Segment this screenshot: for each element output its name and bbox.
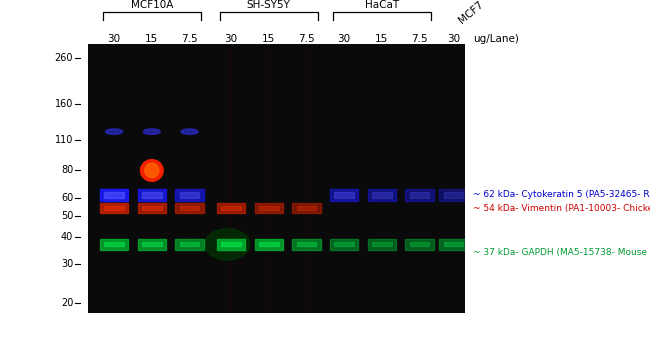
Bar: [217, 203, 245, 213]
Bar: [334, 242, 354, 246]
Text: 40: 40: [61, 232, 73, 242]
Text: 7.5: 7.5: [411, 34, 428, 43]
Bar: [255, 203, 283, 213]
Bar: [296, 206, 317, 210]
Text: MCF7: MCF7: [457, 0, 486, 25]
Bar: [100, 189, 128, 201]
Text: 15: 15: [262, 34, 276, 43]
Bar: [138, 189, 166, 201]
Bar: [368, 239, 396, 250]
Text: 7.5: 7.5: [181, 34, 198, 43]
Bar: [292, 203, 320, 213]
Text: ~ 62 kDa- Cytokeratin 5 (PA5-32465- Rabbit / IgG): ~ 62 kDa- Cytokeratin 5 (PA5-32465- Rabb…: [473, 190, 650, 200]
Bar: [179, 192, 200, 198]
Text: 30: 30: [337, 34, 350, 43]
Ellipse shape: [140, 160, 163, 181]
Text: 7.5: 7.5: [298, 34, 315, 43]
Text: 80: 80: [61, 165, 73, 176]
Text: ug/Lane): ug/Lane): [473, 34, 519, 43]
Text: ~ 54 kDa- Vimentin (PA1-10003- Chicken / IgY): ~ 54 kDa- Vimentin (PA1-10003- Chicken /…: [473, 204, 650, 213]
Text: 110: 110: [55, 135, 73, 145]
Bar: [221, 206, 241, 210]
Bar: [179, 206, 200, 210]
Ellipse shape: [181, 129, 198, 134]
Bar: [142, 192, 162, 198]
Bar: [296, 242, 317, 246]
Bar: [176, 203, 203, 213]
Bar: [104, 206, 124, 210]
Bar: [142, 242, 162, 246]
Text: 50: 50: [60, 211, 73, 220]
Bar: [439, 189, 467, 201]
Bar: [410, 192, 430, 198]
Text: 60: 60: [61, 193, 73, 203]
Text: SH-SY5Y: SH-SY5Y: [247, 0, 291, 10]
Text: 20: 20: [60, 298, 73, 308]
Bar: [255, 239, 283, 250]
Bar: [330, 189, 358, 201]
Bar: [443, 242, 463, 246]
Bar: [138, 239, 166, 250]
Bar: [372, 192, 392, 198]
Bar: [176, 189, 203, 201]
Ellipse shape: [144, 129, 161, 134]
Text: 260: 260: [55, 53, 73, 63]
Bar: [217, 239, 245, 250]
Text: 15: 15: [145, 34, 159, 43]
Text: 30: 30: [61, 259, 73, 270]
Bar: [100, 203, 128, 213]
Ellipse shape: [205, 229, 250, 260]
Bar: [142, 206, 162, 210]
Bar: [179, 242, 200, 246]
Text: MCF10A: MCF10A: [131, 0, 173, 10]
Text: 160: 160: [55, 99, 73, 109]
Bar: [372, 242, 392, 246]
Ellipse shape: [145, 163, 159, 178]
Bar: [330, 239, 358, 250]
Bar: [439, 239, 467, 250]
Bar: [292, 239, 320, 250]
Bar: [410, 242, 430, 246]
Bar: [104, 242, 124, 246]
Text: 30: 30: [108, 34, 121, 43]
Bar: [104, 192, 124, 198]
Bar: [100, 239, 128, 250]
Text: HaCaT: HaCaT: [365, 0, 399, 10]
Bar: [334, 192, 354, 198]
Bar: [176, 239, 203, 250]
Bar: [406, 239, 434, 250]
Text: ~ 37 kDa- GAPDH (MA5-15738- Mouse / IgG): ~ 37 kDa- GAPDH (MA5-15738- Mouse / IgG): [473, 248, 650, 257]
Text: 30: 30: [447, 34, 460, 43]
Bar: [443, 192, 463, 198]
Bar: [138, 203, 166, 213]
Bar: [368, 189, 396, 201]
Ellipse shape: [106, 129, 123, 134]
Bar: [221, 242, 241, 246]
Bar: [259, 206, 279, 210]
Bar: [406, 189, 434, 201]
Text: 15: 15: [375, 34, 389, 43]
Text: 30: 30: [224, 34, 237, 43]
Bar: [259, 242, 279, 246]
